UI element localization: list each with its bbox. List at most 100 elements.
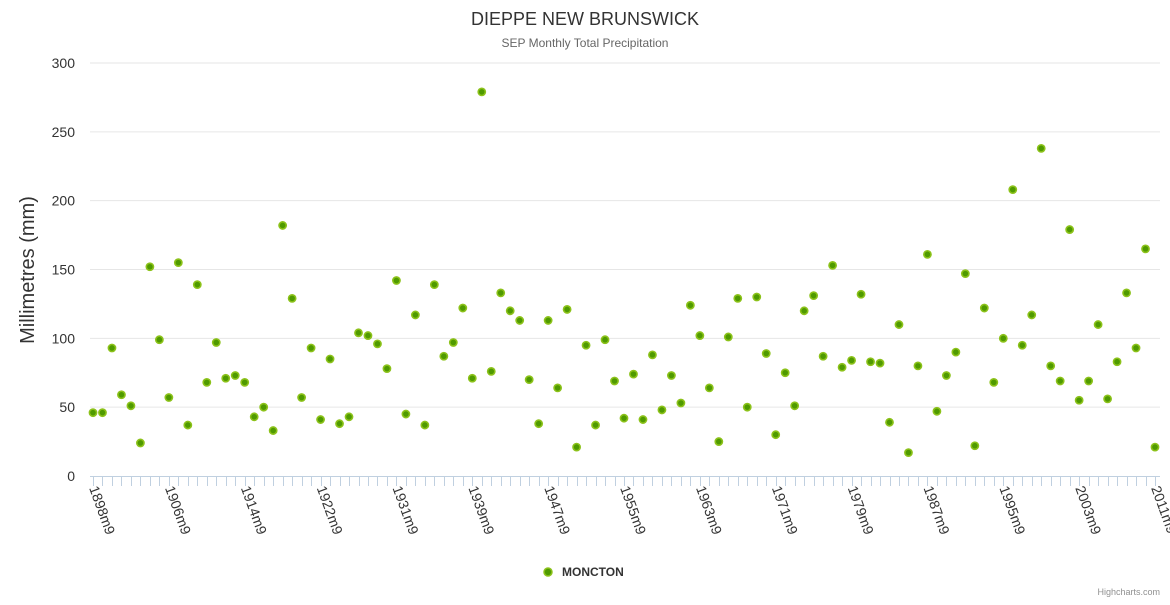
data-point[interactable] [126,401,136,411]
data-point[interactable] [619,413,629,423]
data-point[interactable] [790,401,800,411]
data-point[interactable] [287,294,297,303]
data-point[interactable] [1131,343,1141,353]
data-point[interactable] [1103,394,1112,404]
data-point[interactable] [1046,361,1056,371]
data-point[interactable] [591,420,600,430]
data-point[interactable] [192,280,202,290]
data-point[interactable] [505,306,515,316]
data-point[interactable] [486,366,496,376]
data-point[interactable] [989,377,999,387]
data-point[interactable] [970,441,980,451]
data-point[interactable] [297,393,307,402]
data-point[interactable] [913,361,923,371]
data-point[interactable] [401,409,411,419]
data-point[interactable] [259,402,269,412]
data-point[interactable] [1074,395,1084,405]
data-point[interactable] [154,335,164,345]
data-point[interactable] [979,303,989,313]
data-point[interactable] [562,305,572,314]
data-point[interactable] [733,294,743,303]
data-point[interactable] [572,442,581,452]
data-point[interactable] [211,338,221,347]
data-point[interactable] [667,371,676,380]
data-point[interactable] [752,292,762,302]
data-point[interactable] [392,276,401,285]
data-point[interactable] [780,368,790,378]
data-point[interactable] [638,415,648,424]
data-point[interactable] [704,383,714,393]
data-point[interactable] [742,402,752,412]
data-point[interactable] [363,331,373,340]
series-moncton[interactable] [88,87,1160,457]
data-point[interactable] [117,390,126,400]
data-point[interactable] [932,406,942,416]
data-point[interactable] [856,289,866,299]
data-point[interactable] [1093,320,1103,329]
data-point[interactable] [1027,310,1037,320]
data-point[interactable] [335,419,344,429]
data-point[interactable] [306,343,316,353]
data-point[interactable] [723,332,733,342]
data-point[interactable] [904,448,913,457]
data-point[interactable] [1084,376,1094,386]
data-point[interactable] [458,303,468,313]
data-point[interactable] [496,288,506,298]
data-point[interactable] [136,438,145,448]
data-point[interactable] [998,333,1008,343]
data-point[interactable] [1141,244,1150,254]
data-point[interactable] [88,408,98,418]
data-point[interactable] [420,420,430,430]
data-point[interactable] [1122,288,1131,298]
data-point[interactable] [221,373,231,383]
data-point[interactable] [410,310,420,320]
data-point[interactable] [107,343,117,353]
credits-link[interactable]: Highcharts.com [1097,587,1160,597]
data-point[interactable] [249,412,259,422]
data-point[interactable] [818,351,828,361]
data-point[interactable] [1017,340,1027,350]
data-point[interactable] [610,376,619,386]
data-point[interactable] [923,249,932,259]
data-point[interactable] [866,357,875,367]
data-point[interactable] [714,437,724,446]
data-point[interactable] [448,338,458,347]
data-point[interactable] [145,262,155,272]
data-point[interactable] [676,398,686,408]
data-point[interactable] [524,375,534,385]
data-point[interactable] [354,328,363,338]
data-point[interactable] [429,280,439,290]
data-point[interactable] [543,316,553,325]
data-point[interactable] [941,371,951,380]
data-point[interactable] [657,405,667,415]
data-point[interactable] [230,371,240,380]
data-point[interactable] [685,300,695,310]
data-point[interactable] [761,349,771,358]
data-point[interactable] [173,258,183,268]
data-point[interactable] [828,260,838,270]
data-point[interactable] [553,383,563,393]
data-point[interactable] [1008,185,1018,195]
data-point[interactable] [164,393,174,402]
data-point[interactable] [268,426,278,435]
data-point[interactable] [439,351,449,361]
data-point[interactable] [648,350,657,360]
data-point[interactable] [847,355,856,365]
data-point[interactable] [316,415,325,424]
data-point[interactable] [240,377,250,387]
data-point[interactable] [344,412,354,422]
data-point[interactable] [771,430,781,440]
data-point[interactable] [629,369,638,379]
data-point[interactable] [581,340,591,350]
legend-label[interactable]: MONCTON [562,565,624,579]
data-point[interactable] [1055,376,1065,386]
legend-item-moncton[interactable]: MONCTON [543,565,624,579]
data-point[interactable] [373,339,382,349]
data-point[interactable] [894,320,904,329]
data-point[interactable] [951,347,961,357]
data-point[interactable] [600,335,610,345]
data-point[interactable] [325,354,335,364]
data-point[interactable] [515,316,525,325]
data-point[interactable] [183,420,193,430]
data-point[interactable] [695,331,705,340]
